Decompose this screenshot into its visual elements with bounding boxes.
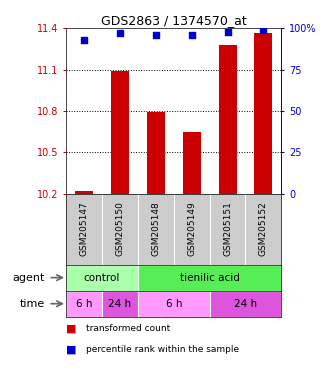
Text: agent: agent (12, 273, 45, 283)
Bar (183, 132, 201, 194)
Point (153, 32, 159, 38)
Point (189, 32, 194, 38)
Bar (218, 45, 237, 194)
Bar (66, 291, 102, 317)
Text: transformed count: transformed count (86, 324, 170, 333)
Point (117, 30, 122, 36)
Bar (255, 33, 272, 194)
Text: tienilic acid: tienilic acid (180, 273, 240, 283)
Text: 24 h: 24 h (234, 299, 257, 309)
Text: percentile rank within the sample: percentile rank within the sample (86, 345, 239, 354)
Bar (102, 291, 138, 317)
Point (261, 27, 266, 33)
Text: GSM205152: GSM205152 (259, 202, 268, 257)
Text: 24 h: 24 h (109, 299, 131, 309)
Text: time: time (20, 299, 45, 309)
Text: GSM205147: GSM205147 (80, 202, 89, 257)
Text: 6 h: 6 h (76, 299, 92, 309)
Text: ■: ■ (66, 344, 77, 354)
Text: GSM205149: GSM205149 (187, 202, 196, 257)
Text: control: control (84, 273, 120, 283)
Bar (147, 113, 165, 194)
Text: GSM205148: GSM205148 (151, 202, 160, 257)
Text: GSM205151: GSM205151 (223, 202, 232, 257)
Title: GDS2863 / 1374570_at: GDS2863 / 1374570_at (101, 14, 247, 27)
Bar (210, 291, 281, 317)
Text: 6 h: 6 h (166, 299, 182, 309)
Bar (75, 191, 93, 194)
Point (225, 29, 230, 35)
Point (81, 37, 87, 43)
Bar (66, 265, 138, 291)
Text: GSM205150: GSM205150 (116, 202, 124, 257)
Bar (138, 291, 210, 317)
Bar (138, 265, 281, 291)
Bar (111, 71, 129, 194)
Text: ■: ■ (66, 323, 77, 333)
